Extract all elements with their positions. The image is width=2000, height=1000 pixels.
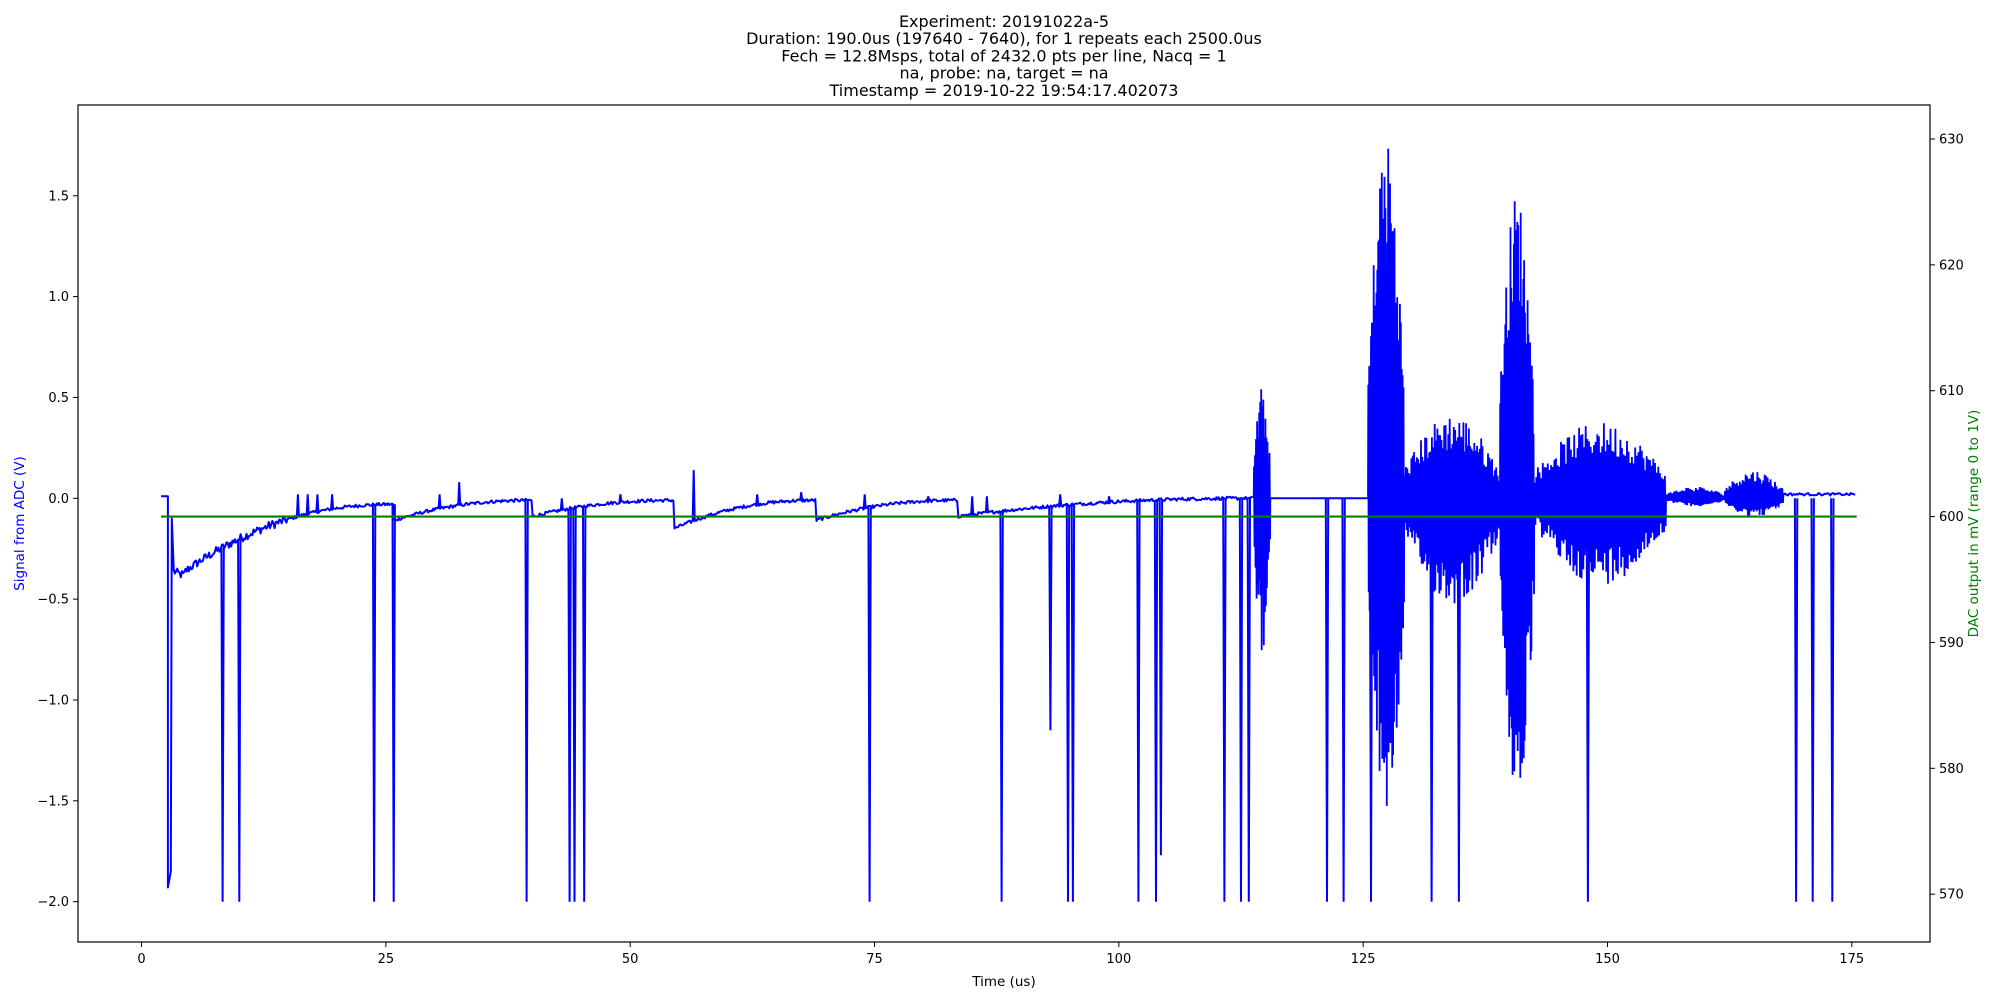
- adc-spike-down: [1368, 498, 1374, 902]
- y-tick-label: 0.0: [48, 492, 69, 507]
- adc-spike-down: [1246, 498, 1251, 902]
- adc-spike-up: [970, 496, 975, 515]
- y-tick-label: 1.0: [48, 290, 69, 305]
- adc-spike-up: [1107, 496, 1112, 503]
- y2-tick-label: 620: [1939, 258, 1964, 273]
- x-tick-label: 0: [137, 952, 145, 967]
- adc-spike-up: [799, 492, 804, 501]
- adc-spike-up: [330, 494, 335, 509]
- x-tick-label: 25: [378, 952, 395, 967]
- adc-burst-3: [1403, 418, 1501, 604]
- adc-signal-baseline: [161, 495, 1253, 889]
- y2-tick-label: 600: [1939, 510, 1964, 525]
- adc-spike-down: [1222, 498, 1227, 902]
- adc-spike-down: [1793, 498, 1799, 902]
- y-axis-right-label: DAC output in mV (range 0 to 1V): [1966, 410, 1982, 638]
- adc-spike-down: [1048, 506, 1053, 731]
- adc-spike-up: [457, 482, 462, 506]
- adc-spike-down: [1238, 498, 1244, 902]
- adc-spike-down: [1429, 498, 1434, 902]
- adc-spike-down: [1324, 498, 1330, 902]
- adc-spike-up: [1058, 494, 1063, 506]
- x-tick-label: 125: [1351, 952, 1376, 967]
- adc-spike-down: [1585, 498, 1591, 902]
- adc-spike-down: [237, 538, 242, 902]
- adc-signal-tail: [1782, 491, 1856, 498]
- x-tick-label: 175: [1839, 952, 1864, 967]
- y-tick-label: −1.5: [37, 794, 69, 809]
- title-line-2: Duration: 190.0us (197640 - 7640), for 1…: [746, 29, 1262, 48]
- adc-spike-up: [305, 494, 310, 514]
- y-axis-left-label: Signal from ADC (V): [12, 456, 28, 591]
- adc-spike-up: [559, 498, 564, 511]
- plot-area: [161, 148, 1857, 902]
- adc-spike-down: [582, 506, 587, 902]
- adc-spike-up: [755, 494, 760, 505]
- adc-burst-5: [1533, 423, 1667, 584]
- y-axis-left: 1.5 1.0 0.5 0.0 −0.5 −1.0 −1.5 −2.0: [37, 189, 78, 910]
- adc-spike-up: [295, 494, 300, 517]
- adc-spike-down: [524, 500, 529, 902]
- adc-spike-down: [1158, 499, 1164, 856]
- y-tick-label: −1.0: [37, 693, 69, 708]
- y-tick-label: −2.0: [37, 895, 69, 910]
- x-axis-label: Time (us): [971, 974, 1035, 990]
- adc-spike-up: [691, 470, 696, 521]
- adc-spike-up: [618, 494, 623, 503]
- y-axis-right: 630 620 610 600 590 580 570: [1930, 132, 1964, 903]
- adc-spike-down: [1341, 498, 1346, 902]
- adc-spike-down: [1810, 498, 1815, 902]
- adc-burst-1: [1252, 389, 1272, 651]
- x-tick-label: 100: [1106, 952, 1131, 967]
- adc-spike-up: [437, 494, 442, 509]
- adc-burst-6: [1665, 486, 1726, 507]
- adc-spike-up: [315, 494, 320, 512]
- adc-burst-7: [1723, 472, 1785, 516]
- y2-tick-label: 580: [1939, 762, 1964, 777]
- adc-burst-4: [1499, 201, 1536, 778]
- adc-spike-down: [220, 547, 225, 902]
- adc-spike-down: [1070, 504, 1076, 902]
- adc-spike-down: [1136, 500, 1141, 902]
- y2-tick-label: 630: [1939, 132, 1964, 147]
- adc-burst-2: [1367, 148, 1406, 806]
- y-tick-label: 1.5: [48, 189, 69, 204]
- title-line-5: Timestamp = 2019-10-22 19:54:17.402073: [829, 81, 1179, 100]
- x-tick-label: 75: [866, 952, 883, 967]
- x-tick-label: 150: [1595, 952, 1620, 967]
- x-tick-label: 50: [622, 952, 639, 967]
- title-line-3: Fech = 12.8Msps, total of 2432.0 pts per…: [781, 46, 1226, 65]
- y2-tick-label: 590: [1939, 636, 1964, 651]
- y2-tick-label: 610: [1939, 384, 1964, 399]
- adc-spike-down: [371, 504, 377, 902]
- adc-spike-down: [1153, 499, 1159, 902]
- adc-spike-down: [999, 511, 1004, 902]
- adc-spike-down: [1456, 498, 1462, 902]
- adc-spike-down: [567, 508, 572, 902]
- adc-spike-down: [391, 504, 396, 902]
- y2-tick-label: 570: [1939, 888, 1964, 903]
- adc-spike-up: [926, 496, 931, 502]
- plot-frame: [77, 104, 1931, 943]
- title-line-1: Experiment: 20191022a-5: [899, 12, 1109, 31]
- adc-spike-down: [867, 507, 872, 902]
- title-line-4: na, probe: na, target = na: [899, 64, 1108, 83]
- adc-spike-down: [572, 507, 577, 902]
- adc-spike-up: [862, 494, 867, 509]
- y-tick-label: 0.5: [48, 391, 69, 406]
- y-tick-label: −0.5: [37, 593, 69, 608]
- adc-spike-up: [984, 496, 989, 513]
- adc-spike-down: [1830, 498, 1835, 902]
- x-axis: 0 25 50 75 100 125 150 175: [137, 942, 1864, 967]
- adc-spike-down: [1065, 504, 1071, 902]
